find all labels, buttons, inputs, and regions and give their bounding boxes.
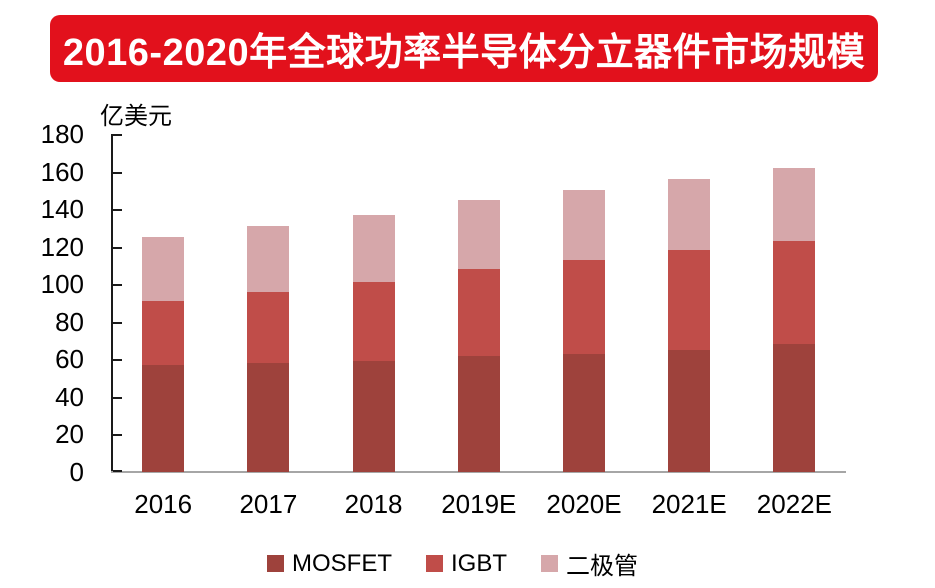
x-axis-line [111,471,846,473]
y-axis-tick-0 [113,470,122,472]
x-axis-label-2019E: 2019E [441,489,517,519]
y-axis-tick-label-20: 20 [55,419,84,450]
chart-title-banner: 2016-2020年全球功率半导体分立器件市场规模 [50,15,878,82]
plot-area [111,134,846,473]
bar-segment-IGBT-2016 [142,301,185,365]
y-axis-tick-140 [113,209,122,211]
legend-label-二极管: 二极管 [566,553,638,580]
y-axis-tick-120 [113,247,122,249]
y-axis-tick-40 [113,397,122,399]
chart-title: 2016-2020年全球功率半导体分立器件市场规模 [62,32,866,74]
bar-segment-IGBT-2017 [247,291,290,364]
bar-segment-MOSFET-2019E [457,355,500,472]
y-axis-tick-20 [113,434,122,436]
y-axis-tick-60 [113,359,122,361]
y-axis-tick-label-80: 80 [55,306,84,337]
y-axis-unit-label: 亿美元 [100,103,172,130]
y-axis-tick-label-140: 140 [40,194,84,225]
legend-swatch-IGBT [425,555,443,572]
y-axis-tick-label-0: 0 [69,457,84,487]
bar-segment-二极管-2017 [247,226,290,292]
bar-segment-IGBT-2021E [668,250,711,350]
y-axis-line [111,134,113,472]
bar-segment-MOSFET-2016 [142,364,185,472]
bar-segment-IGBT-2019E [457,269,500,356]
legend-swatch-MOSFET [266,555,284,572]
legend-item-IGBT: IGBT [425,549,507,578]
bar-segment-二极管-2016 [142,237,185,302]
bar-segment-二极管-2019E [457,199,500,270]
bar-segment-MOSFET-2018 [352,361,395,472]
x-axis-label-2020E: 2020E [546,489,622,519]
y-axis-tick-100 [113,284,122,286]
y-axis-tick-label-160: 160 [40,156,84,187]
bar-segment-IGBT-2018 [352,282,395,362]
x-axis-label-2022E: 2022E [756,489,832,519]
bar-segment-MOSFET-2017 [247,363,290,472]
bar-segment-二极管-2020E [563,190,605,260]
legend-swatch-二极管 [541,555,558,572]
y-axis-tick-label-180: 180 [40,119,84,149]
x-axis-label-2021E: 2021E [651,489,727,519]
legend-label-IGBT: IGBT [450,549,507,577]
bar-segment-MOSFET-2022E [773,344,816,472]
bar-segment-MOSFET-2020E [563,353,605,472]
x-axis-label-2016: 2016 [134,489,193,519]
legend: MOSFET IGBT 二极管 [0,546,905,581]
bar-segment-IGBT-2020E [563,259,605,354]
y-axis-tick-label-60: 60 [55,344,84,375]
bar-segment-二极管-2021E [668,179,711,251]
y-axis-tick-160 [113,172,122,174]
bar-segment-MOSFET-2021E [668,349,711,472]
legend-label-MOSFET: MOSFET [291,549,392,577]
bar-segment-二极管-2022E [773,167,816,242]
bar-segment-二极管-2018 [352,214,395,283]
bar-segment-IGBT-2022E [773,241,816,345]
x-axis-label-2017: 2017 [239,489,298,519]
legend-item-MOSFET: MOSFET [266,549,392,578]
y-axis-tick-label-40: 40 [55,381,84,412]
legend-item-二极管: 二极管 [541,546,638,581]
y-axis-tick-180 [113,134,122,136]
y-axis-tick-label-120: 120 [40,231,84,262]
y-axis-tick-80 [113,322,122,324]
x-axis-label-2018: 2018 [344,489,403,519]
y-axis-tick-label-100: 100 [40,269,84,300]
